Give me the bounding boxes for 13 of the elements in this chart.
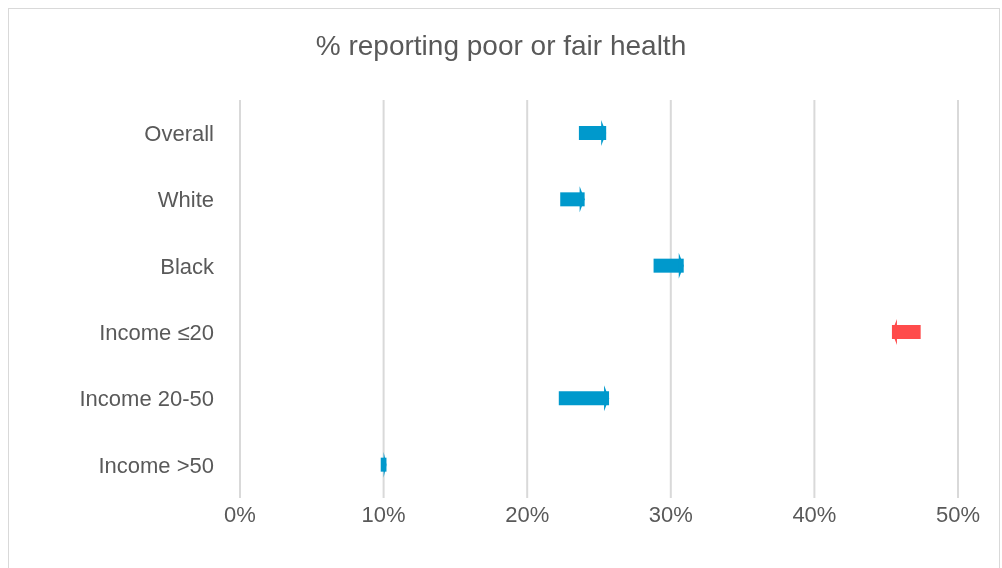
y-tick-label: Income 20-50 [79,386,214,412]
y-tick-label: Income ≤20 [99,319,214,345]
x-tick-label: 20% [505,501,550,527]
y-tick-label: Black [160,253,215,279]
y-tick-label: White [157,187,214,213]
chart-title: % reporting poor or fair health [314,30,688,62]
x-tick-label: 0% [224,501,256,527]
x-tick-label: 50% [935,501,981,527]
y-tick-label: Income >50 [98,452,214,478]
x-tick-label: 30% [648,501,693,527]
x-tick-label: 10% [361,501,406,527]
y-tick-label: Overall [144,120,214,146]
x-tick-label: 40% [792,501,837,527]
